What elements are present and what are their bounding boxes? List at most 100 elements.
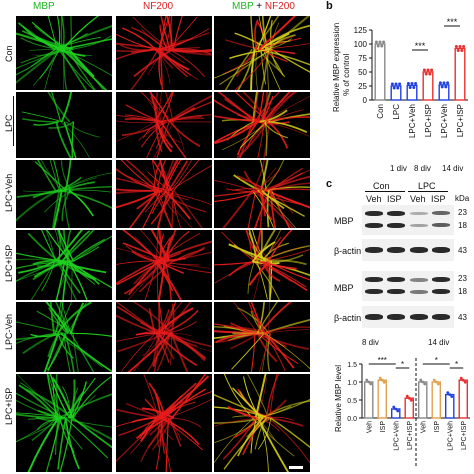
fiber (56, 16, 61, 50)
fiber (72, 376, 112, 419)
band (410, 247, 428, 253)
data-point (421, 380, 425, 384)
x-tick-label: ISP (434, 421, 441, 433)
data-point (454, 44, 458, 48)
fiber (69, 417, 112, 441)
fiber (48, 307, 68, 334)
fiber (157, 114, 212, 123)
fiber (255, 332, 309, 351)
y-tick-label: 0 (363, 96, 368, 105)
fiber (237, 417, 264, 457)
fiber (63, 121, 77, 158)
micrograph-tile (116, 374, 212, 472)
fiber (151, 160, 160, 191)
fiber (21, 30, 74, 51)
fiber (116, 42, 164, 51)
fiber (171, 374, 207, 419)
band (432, 289, 450, 294)
fiber (60, 16, 63, 50)
bar (377, 379, 388, 419)
lane-label-3: Veh (410, 194, 426, 204)
fiber (248, 232, 267, 262)
band (365, 277, 383, 282)
bar (417, 381, 428, 419)
fiber (153, 48, 199, 81)
bar (444, 393, 455, 419)
fiber (224, 48, 253, 90)
data-point (414, 81, 418, 85)
fiber (144, 261, 158, 300)
micrograph-tile (16, 230, 112, 300)
fiber (170, 332, 207, 360)
fiber (156, 230, 159, 262)
fiber (222, 121, 269, 151)
fiber (169, 164, 212, 191)
fiber (242, 92, 269, 123)
fiber (157, 237, 171, 262)
data-point (442, 81, 446, 85)
fiber (260, 24, 310, 50)
sig-label: * (435, 356, 438, 365)
sig-label: *** (447, 17, 458, 27)
fiber (116, 114, 160, 123)
data-point (461, 378, 465, 382)
col-header-nf200: NF200 (143, 1, 174, 12)
fiber (156, 257, 187, 263)
fiber (120, 160, 159, 192)
fiber (122, 27, 157, 50)
fiber (117, 332, 166, 353)
fiber (150, 92, 163, 122)
fiber (265, 34, 296, 50)
fiber (159, 160, 172, 191)
fiber (59, 417, 73, 472)
fiber (20, 48, 69, 64)
band (387, 211, 405, 216)
fiber (232, 387, 263, 419)
bar (438, 84, 450, 101)
marker-43a: 43 (458, 246, 467, 255)
fiber (65, 121, 100, 138)
data-point (392, 405, 396, 409)
group-1div: 1 div (390, 164, 407, 173)
micrograph-tile (16, 16, 112, 90)
fiber (59, 186, 112, 192)
fiber (165, 398, 212, 419)
data-point (365, 378, 369, 382)
fiber (269, 261, 273, 300)
x-tick-label: LPC+Veh (447, 421, 454, 451)
fiber (138, 331, 168, 335)
data-point (463, 380, 467, 384)
group-14div: 14 div (442, 164, 464, 173)
fiber (56, 302, 92, 335)
kda-label: kDa (455, 194, 470, 203)
fiber (32, 259, 69, 266)
lane-label-2: ISP (387, 194, 402, 204)
fiber (222, 190, 254, 228)
row-label-lpc-isp-2: LPC+ISP (4, 387, 14, 425)
fiber (164, 92, 174, 122)
fiber (65, 417, 109, 459)
fiber (250, 16, 255, 50)
marker-23b: 23 (458, 274, 467, 283)
fiber (265, 92, 296, 123)
fiber (161, 391, 212, 419)
fiber (160, 160, 174, 191)
data-point (392, 86, 396, 90)
panel-c-ylabel: Relative MBP level (334, 365, 343, 432)
fiber (252, 92, 258, 122)
fiber (56, 230, 70, 262)
fiber (214, 332, 256, 344)
fiber (151, 417, 172, 451)
fiber (45, 302, 69, 334)
data-point (380, 44, 384, 48)
fiber (252, 261, 262, 300)
fiber (223, 417, 268, 470)
y-tick-label: 0.5 (347, 398, 357, 405)
y-tick-label: 50 (358, 68, 367, 77)
fiber (118, 417, 159, 437)
fiber (57, 48, 95, 90)
fiber (54, 230, 61, 262)
lane-label-4: ISP (431, 194, 446, 204)
x-tick-label: LPC+ISP (424, 104, 433, 137)
fiber (54, 230, 83, 263)
